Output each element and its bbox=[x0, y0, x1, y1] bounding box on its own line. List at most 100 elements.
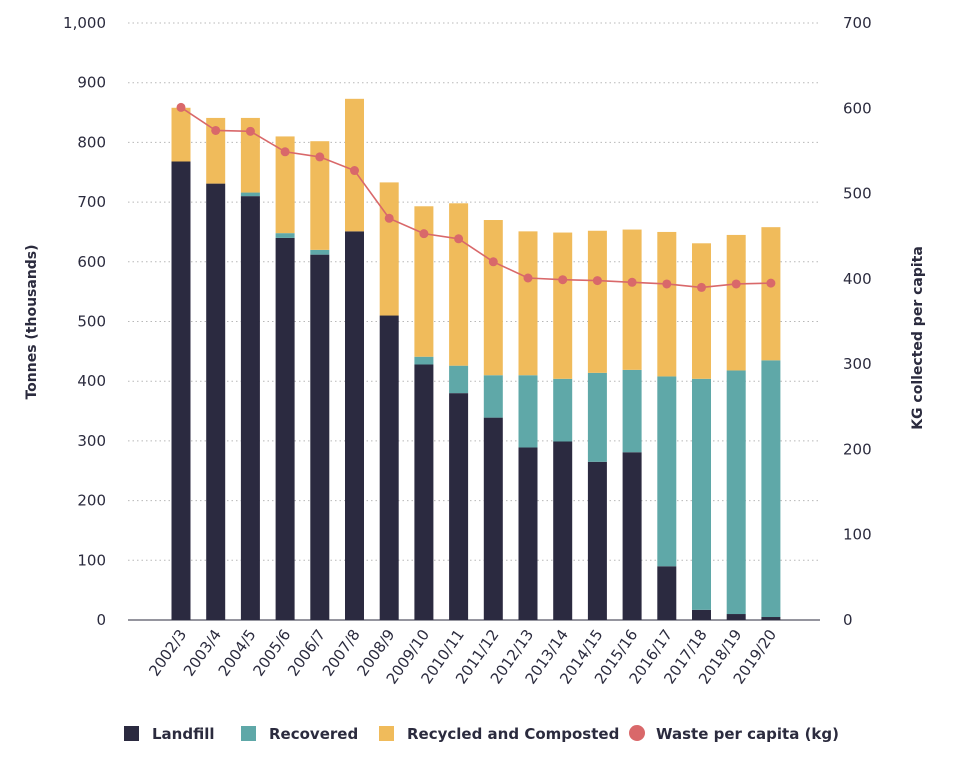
per-capita-point bbox=[245, 126, 255, 136]
bar-landfill bbox=[657, 566, 677, 620]
right-tick-label: 100 bbox=[843, 526, 872, 544]
bar-recovered bbox=[275, 233, 295, 238]
left-tick-label: 800 bbox=[77, 133, 106, 151]
left-tick-label: 700 bbox=[77, 193, 106, 211]
per-capita-point bbox=[211, 125, 221, 135]
bar-landfill bbox=[310, 254, 330, 621]
bar-landfill bbox=[171, 161, 191, 620]
per-capita-point bbox=[419, 229, 429, 239]
legend-label-recycled: Recycled and Composted bbox=[407, 725, 619, 743]
per-capita-point bbox=[766, 278, 776, 288]
per-capita-point bbox=[350, 166, 359, 176]
bar-landfill bbox=[414, 364, 434, 620]
bar-recovered bbox=[449, 365, 469, 394]
per-capita-point bbox=[488, 257, 498, 267]
legend-label-recovered: Recovered bbox=[269, 725, 358, 743]
right-tick-label: 500 bbox=[843, 185, 872, 203]
bar-recycled bbox=[726, 234, 746, 371]
bar-recycled bbox=[587, 230, 607, 373]
left-tick-label: 300 bbox=[77, 432, 106, 450]
right-tick-label: 300 bbox=[843, 355, 872, 373]
bar-landfill bbox=[587, 461, 607, 620]
bar-landfill bbox=[761, 617, 781, 620]
per-capita-point bbox=[662, 279, 672, 289]
bar-landfill bbox=[483, 417, 503, 620]
left-tick-label: 400 bbox=[77, 372, 106, 390]
right-tick-label: 200 bbox=[843, 440, 872, 458]
bar-recycled bbox=[275, 136, 295, 234]
left-tick-label: 500 bbox=[77, 313, 106, 331]
bar-recovered bbox=[726, 370, 746, 615]
bar-recovered bbox=[414, 356, 434, 365]
bar-recovered bbox=[518, 375, 538, 448]
bar-landfill bbox=[345, 231, 364, 620]
bar-recovered bbox=[310, 249, 330, 255]
bar-landfill bbox=[379, 315, 399, 620]
bar-recycled bbox=[483, 220, 503, 376]
bar-recycled bbox=[171, 107, 191, 162]
x-axis-ticks: 2002/32003/42004/52005/62006/72007/82008… bbox=[145, 626, 780, 687]
bar-recovered bbox=[240, 192, 260, 197]
per-capita-line-path bbox=[180, 106, 771, 289]
bar-recycled bbox=[692, 243, 711, 379]
bar-landfill bbox=[449, 393, 469, 620]
bar-recycled bbox=[240, 117, 260, 193]
per-capita-point bbox=[627, 277, 637, 287]
bar-recycled bbox=[553, 232, 573, 379]
per-capita-point bbox=[315, 152, 325, 162]
legend-label-waste-per-capita: Waste per capita (kg) bbox=[656, 725, 839, 743]
per-capita-point bbox=[384, 213, 394, 223]
bar-landfill bbox=[240, 196, 260, 620]
left-tick-label: 1,000 bbox=[63, 14, 106, 32]
bar-landfill bbox=[726, 614, 746, 620]
bar-recovered bbox=[483, 375, 503, 418]
bar-recycled bbox=[310, 141, 330, 250]
bar-recovered bbox=[692, 378, 711, 610]
bar-recycled bbox=[657, 231, 677, 377]
per-capita-point bbox=[731, 279, 741, 289]
left-tick-label: 100 bbox=[77, 551, 106, 569]
legend-label-landfill: Landfill bbox=[152, 725, 215, 743]
per-capita-point bbox=[454, 234, 464, 244]
per-capita-point bbox=[592, 276, 602, 286]
bar-landfill bbox=[622, 452, 642, 620]
legend-swatch-landfill bbox=[124, 726, 139, 741]
right-tick-label: 600 bbox=[843, 99, 872, 117]
bar-landfill bbox=[553, 441, 573, 620]
gridlines bbox=[128, 22, 820, 621]
left-y-axis-ticks: 0 100 200 300 400 500 600 700 800 900 1,000 bbox=[63, 14, 106, 629]
bar-recycled bbox=[414, 206, 434, 357]
bar-recycled bbox=[622, 229, 642, 370]
bar-landfill bbox=[518, 447, 538, 620]
bar-recycled bbox=[761, 227, 781, 361]
per-capita-line bbox=[176, 102, 776, 292]
per-capita-point bbox=[558, 275, 568, 285]
bar-recycled bbox=[345, 98, 364, 232]
bar-recycled bbox=[518, 231, 538, 376]
right-tick-label: 700 bbox=[843, 14, 872, 32]
legend-swatch-recovered bbox=[241, 726, 256, 741]
per-capita-point bbox=[176, 102, 186, 112]
bar-landfill bbox=[206, 183, 226, 620]
per-capita-point bbox=[523, 273, 533, 283]
per-capita-point bbox=[697, 282, 706, 292]
legend-swatch-recycled bbox=[379, 726, 394, 741]
bar-recycled bbox=[379, 182, 399, 316]
bar-recovered bbox=[553, 378, 573, 442]
bar-recovered bbox=[587, 372, 607, 462]
bars bbox=[171, 98, 781, 621]
right-axis-title: KG collected per capita bbox=[910, 246, 926, 430]
bar-recovered bbox=[761, 360, 781, 618]
legend-marker-waste-per-capita bbox=[629, 725, 645, 741]
per-capita-point bbox=[280, 147, 290, 157]
right-tick-label: 400 bbox=[843, 270, 872, 288]
left-tick-label: 900 bbox=[77, 74, 106, 92]
bar-recovered bbox=[622, 369, 642, 453]
left-tick-label: 600 bbox=[77, 253, 106, 271]
left-tick-label: 200 bbox=[77, 492, 106, 510]
bar-recycled bbox=[206, 117, 226, 184]
left-tick-label: 0 bbox=[96, 611, 106, 629]
bar-landfill bbox=[692, 609, 711, 620]
bar-landfill bbox=[275, 237, 295, 621]
